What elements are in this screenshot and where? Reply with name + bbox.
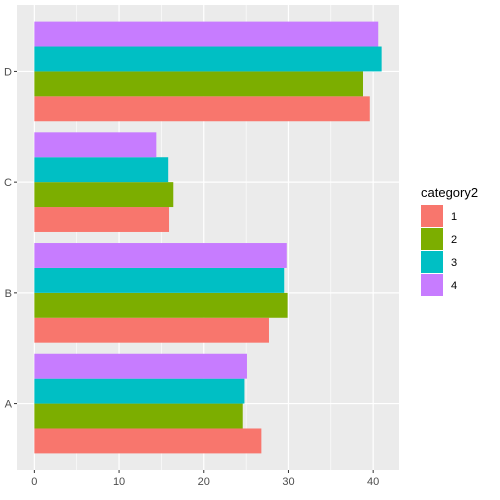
y-axis: A B C D xyxy=(4,66,17,411)
legend-key-2 xyxy=(421,228,443,250)
bar-B-2 xyxy=(34,292,288,318)
bars xyxy=(34,21,382,454)
x-tick-label: 0 xyxy=(31,476,37,488)
legend: category2 1 2 3 4 xyxy=(421,185,478,296)
y-tick-label: A xyxy=(5,399,13,411)
legend-key-4 xyxy=(421,274,443,296)
y-tick-label: B xyxy=(5,288,12,300)
y-tick-label: D xyxy=(4,66,12,78)
bar-A-4 xyxy=(34,353,247,379)
bar-C-4 xyxy=(34,132,157,158)
bar-B-1 xyxy=(34,317,269,343)
x-tick-label: 20 xyxy=(198,476,210,488)
bar-B-3 xyxy=(34,267,285,293)
legend-label: 1 xyxy=(451,211,457,223)
x-tick-label: 10 xyxy=(113,476,125,488)
bar-C-3 xyxy=(34,157,169,183)
x-tick-label: 40 xyxy=(367,476,379,488)
bar-D-4 xyxy=(34,21,379,47)
bar-C-2 xyxy=(34,182,174,208)
bar-A-1 xyxy=(34,428,262,454)
bar-B-4 xyxy=(34,243,287,268)
x-tick-label: 30 xyxy=(282,476,294,488)
legend-label: 2 xyxy=(451,234,457,246)
y-tick-label: C xyxy=(4,177,12,189)
x-axis: 0 10 20 30 40 xyxy=(31,470,379,488)
legend-label: 4 xyxy=(451,280,457,292)
legend-title: category2 xyxy=(421,185,478,200)
legend-key-1 xyxy=(421,205,443,227)
bar-D-1 xyxy=(34,96,370,122)
bar-D-3 xyxy=(34,46,382,72)
bar-A-2 xyxy=(34,403,243,429)
bar-A-3 xyxy=(34,378,245,404)
bar-D-2 xyxy=(34,71,364,97)
bar-C-1 xyxy=(34,207,170,232)
legend-label: 3 xyxy=(451,257,457,269)
legend-key-3 xyxy=(421,251,443,273)
